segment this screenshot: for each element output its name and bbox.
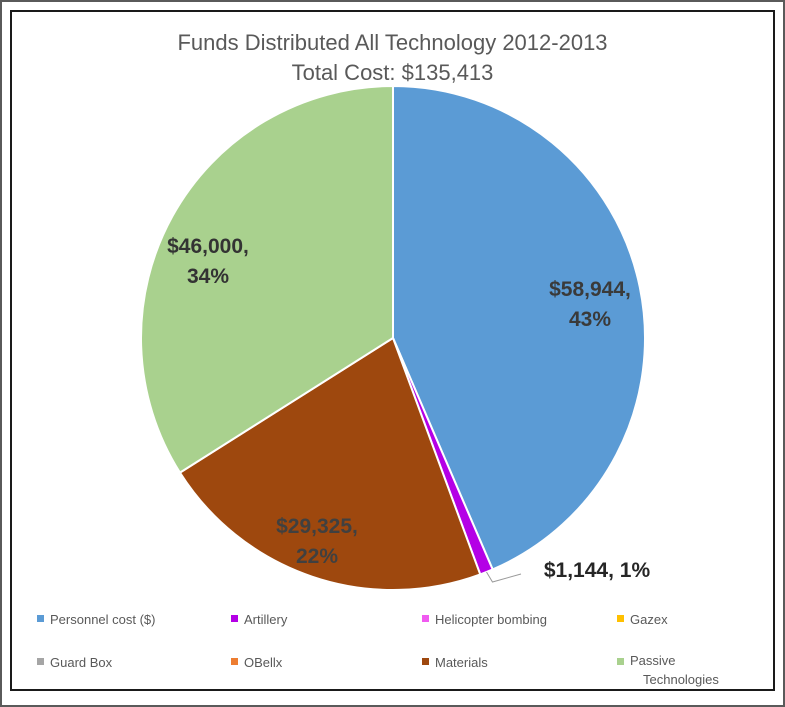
legend-swatch [422, 615, 429, 623]
legend-swatch [617, 615, 624, 623]
legend-item: OBellx [231, 652, 282, 672]
legend-label: Guard Box [50, 655, 113, 671]
legend-swatch [617, 658, 624, 665]
chart-subtitle: Total Cost: $135,413 [291, 60, 494, 85]
legend-item: Personnel cost ($) [37, 609, 156, 629]
legend-label: Gazex [630, 612, 668, 628]
legend-item: Materials [422, 652, 488, 672]
pie-slice-personnel-cost [392, 84, 646, 571]
legend-label: Passive Technologies [630, 653, 719, 687]
data-label: $58,944, 43% [549, 278, 631, 331]
leader-line [486, 571, 522, 583]
legend-swatch [37, 615, 44, 623]
legend-swatch [231, 615, 238, 623]
legend-item: Gazex [617, 609, 668, 629]
pie-slice-passive-technologies [140, 84, 394, 475]
data-label: $29,325, 22% [276, 515, 358, 568]
chart-title: Funds Distributed All Technology 2012-20… [177, 30, 608, 55]
legend-label: Personnel cost ($) [50, 612, 156, 628]
data-label: $46,000, 34% [167, 235, 249, 288]
legend-label: Helicopter bombing [435, 612, 548, 628]
legend-item: Helicopter bombing [422, 609, 547, 629]
legend-label: OBellx [244, 655, 283, 671]
data-label: $1,144, 1% [544, 559, 651, 582]
legend-swatch [37, 658, 44, 666]
legend-item: Passive Technologies [617, 652, 747, 689]
legend-item: Guard Box [37, 652, 112, 672]
legend-swatch [231, 658, 238, 666]
legend-item: Artillery [231, 609, 287, 629]
legend-label: Artillery [244, 612, 288, 628]
legend-swatch [422, 658, 429, 666]
legend-label: Materials [435, 655, 488, 671]
pie-slice-materials [178, 336, 482, 591]
